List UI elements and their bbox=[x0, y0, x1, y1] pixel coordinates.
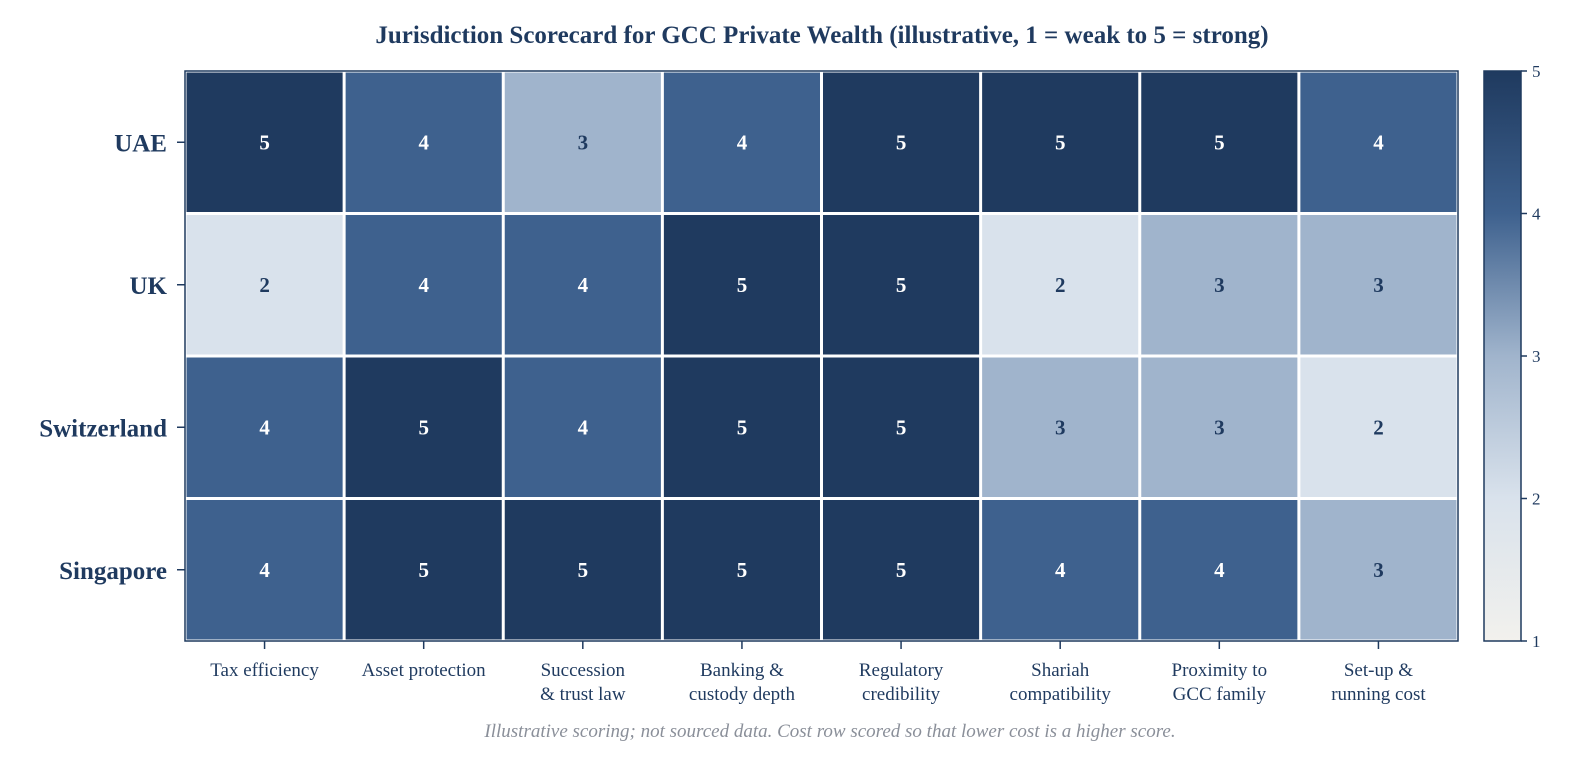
row-label: UAE bbox=[114, 130, 167, 157]
heatmap-cell bbox=[345, 357, 502, 497]
cell-value-label: 5 bbox=[737, 558, 748, 582]
plot-frame bbox=[184, 70, 1459, 642]
colorbar-tick-label: 4 bbox=[1532, 205, 1541, 224]
heatmap-cell bbox=[1300, 72, 1457, 212]
heatmap-cell bbox=[1141, 72, 1298, 212]
colorbar-tick-label: 2 bbox=[1532, 490, 1541, 509]
row-label: UK bbox=[130, 273, 168, 300]
cell-value-label: 2 bbox=[1055, 273, 1066, 297]
row-label: Singapore bbox=[59, 558, 167, 585]
heatmap-cell bbox=[1141, 500, 1298, 640]
heatmap-cell bbox=[504, 357, 661, 497]
cell-value-label: 4 bbox=[578, 273, 589, 297]
cell-value-label: 5 bbox=[259, 130, 270, 154]
row-labels: UAE UK Switzerland Singapore bbox=[39, 130, 185, 585]
heatmap-cell bbox=[663, 215, 820, 355]
column-label: Tax efficiency bbox=[210, 660, 319, 681]
cell-value-label: 3 bbox=[1214, 415, 1225, 439]
cell-value-label: 5 bbox=[896, 273, 907, 297]
cell-value-label: 2 bbox=[259, 273, 270, 297]
chart-title: Jurisdiction Scorecard for GCC Private W… bbox=[375, 22, 1268, 49]
cell-value-label: 3 bbox=[1373, 273, 1384, 297]
heatmap-cell bbox=[663, 500, 820, 640]
cell-value-label: 4 bbox=[1373, 130, 1384, 154]
heatmap-cell bbox=[982, 357, 1139, 497]
column-label: Shariah compatibility bbox=[1010, 660, 1112, 705]
cell-value-label: 5 bbox=[896, 558, 907, 582]
heatmap-cell bbox=[982, 72, 1139, 212]
heatmap-cell bbox=[982, 215, 1139, 355]
cell-value-label: 4 bbox=[578, 415, 589, 439]
heatmap-cell bbox=[823, 500, 980, 640]
heatmap-cell bbox=[823, 357, 980, 497]
cell-value-label: 5 bbox=[418, 415, 429, 439]
heatmap-cell bbox=[823, 72, 980, 212]
heatmap-cell bbox=[1300, 215, 1457, 355]
heatmap-cell bbox=[1300, 357, 1457, 497]
cell-value-label: 3 bbox=[1373, 558, 1384, 582]
column-labels: Tax efficiency Asset protection Succession… bbox=[210, 641, 1426, 705]
heatmap-cell bbox=[345, 215, 502, 355]
cell-value-label: 5 bbox=[737, 415, 748, 439]
cell-value-label: 4 bbox=[259, 415, 270, 439]
heatmap-cell bbox=[1300, 500, 1457, 640]
cell-value-label: 3 bbox=[1055, 415, 1066, 439]
heatmap-cell bbox=[504, 72, 661, 212]
cell-value-label: 5 bbox=[578, 558, 589, 582]
footnote: Illustrative scoring; not sourced data. … bbox=[483, 721, 1175, 742]
column-label: Proximity to GCC family bbox=[1172, 660, 1268, 705]
cell-value-label: 5 bbox=[418, 558, 429, 582]
cell-value-label: 2 bbox=[1373, 415, 1384, 439]
heatmap-cell bbox=[186, 215, 343, 355]
heatmap-cell bbox=[504, 215, 661, 355]
cell-value-label: 5 bbox=[1214, 130, 1225, 154]
heatmap-cell bbox=[663, 72, 820, 212]
cell-value-label: 5 bbox=[896, 415, 907, 439]
cell-value-label: 4 bbox=[259, 558, 270, 582]
cell-value-label: 4 bbox=[418, 273, 429, 297]
heatmap-cell bbox=[186, 357, 343, 497]
cell-value-label: 3 bbox=[578, 130, 589, 154]
column-label: Succession & trust law bbox=[540, 660, 626, 705]
column-label: Set-up & running cost bbox=[1331, 660, 1426, 705]
heatmap-cell bbox=[186, 72, 343, 212]
heatmap-cell bbox=[1141, 215, 1298, 355]
colorbar-tick-label: 3 bbox=[1532, 347, 1541, 366]
column-label: Banking & custody depth bbox=[689, 660, 796, 705]
heatmap-cell bbox=[345, 500, 502, 640]
column-label: Regulatory credibility bbox=[859, 660, 944, 705]
column-label: Asset protection bbox=[362, 660, 487, 681]
heatmap-cell bbox=[982, 500, 1139, 640]
cell-value-label: 5 bbox=[896, 130, 907, 154]
heatmap-cell bbox=[663, 357, 820, 497]
cell-value-label: 3 bbox=[1214, 273, 1225, 297]
row-label: Switzerland bbox=[39, 415, 167, 442]
heatmap-cell bbox=[345, 72, 502, 212]
colorbar-gradient bbox=[1483, 70, 1522, 642]
cell-value-label: 4 bbox=[1214, 558, 1225, 582]
heatmap-cell bbox=[504, 500, 661, 640]
cell-value-label: 4 bbox=[737, 130, 748, 154]
heatmap-cell bbox=[186, 500, 343, 640]
cell-value-label: 5 bbox=[1055, 130, 1066, 154]
cell-value-label: 4 bbox=[1055, 558, 1066, 582]
heatmap-cell bbox=[1141, 357, 1298, 497]
cell-value-label: 4 bbox=[418, 130, 429, 154]
cell-value-label: 5 bbox=[737, 273, 748, 297]
heatmap-cells: 5 4 3 4 5 5 5 4 2 4 4 5 5 2 3 3 4 5 4 5 5 3 3 2 4 5 5 5 5 4 4 3 bbox=[186, 72, 1457, 640]
colorbar-tick-label: 1 bbox=[1532, 632, 1541, 651]
heatmap-cell bbox=[823, 215, 980, 355]
colorbar-tick-label: 5 bbox=[1532, 62, 1541, 81]
colorbar: 1 2 3 4 5 bbox=[1483, 62, 1541, 651]
